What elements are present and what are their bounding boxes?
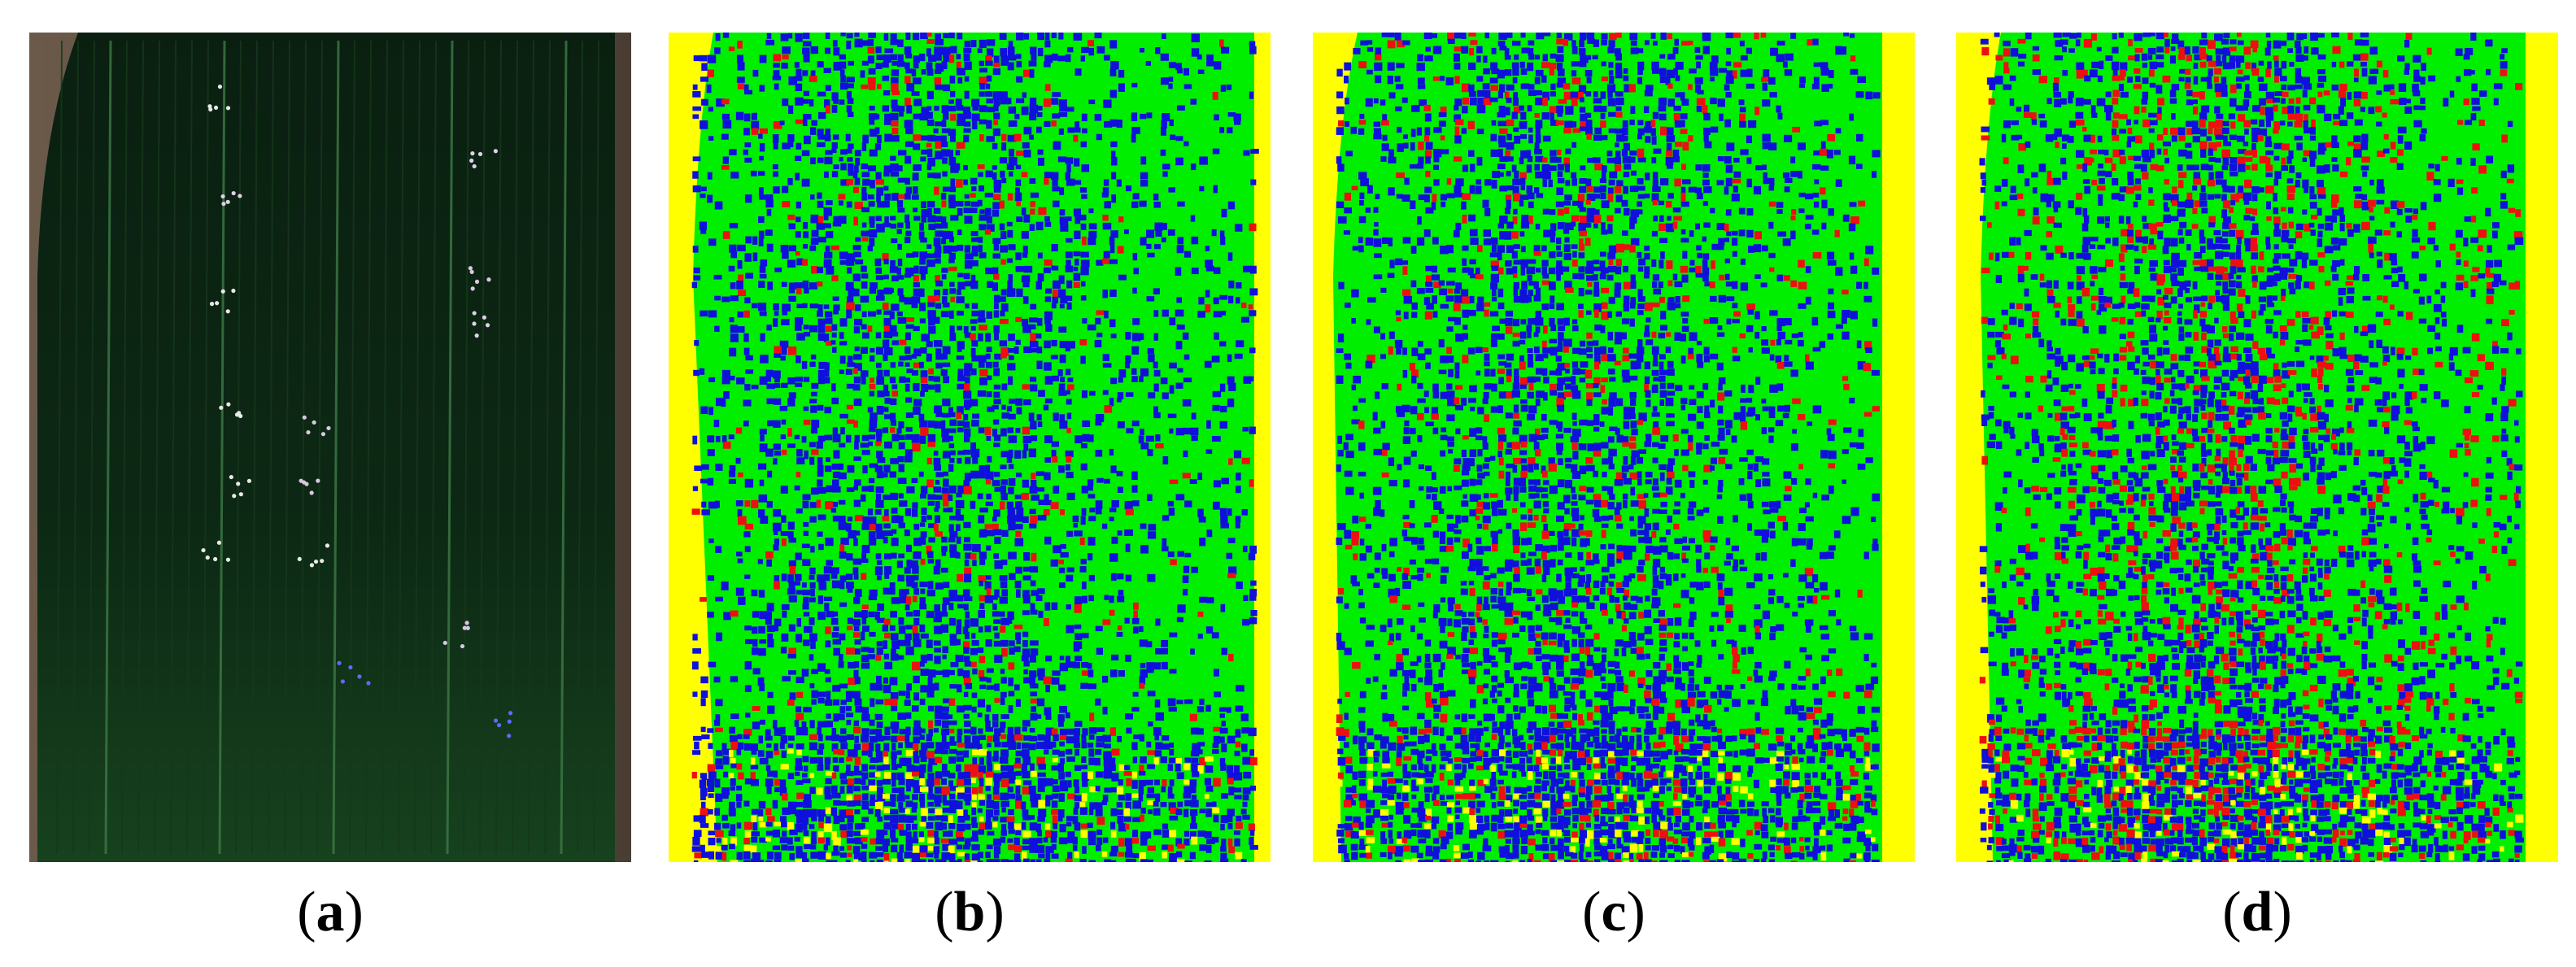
caption-c: (c)	[1313, 880, 1915, 945]
class-pixels-c	[1336, 33, 1881, 862]
caption-a: (a)	[29, 880, 631, 945]
caption-letter-d: d	[2241, 881, 2273, 943]
caption-open-paren: (	[935, 881, 954, 943]
caption-letter-a: a	[316, 881, 345, 943]
caption-open-paren: (	[2222, 881, 2242, 943]
class-pixels-d	[1979, 33, 2524, 862]
caption-b: (b)	[669, 880, 1271, 945]
caption-d: (d)	[1956, 880, 2558, 945]
caption-letter-c: c	[1601, 881, 1627, 943]
classification-map-c-svg	[1313, 33, 1915, 862]
caption-letter-b: b	[953, 881, 986, 943]
caption-open-paren: (	[1582, 881, 1602, 943]
caption-close-paren: )	[985, 881, 1005, 943]
caption-close-paren: )	[2273, 881, 2292, 943]
panel-c-classification-map	[1313, 33, 1915, 862]
classification-map-d-svg	[1956, 33, 2558, 862]
panel-a-aerial-image	[29, 33, 631, 862]
caption-open-paren: (	[297, 881, 316, 943]
panel-b-classification-map	[669, 33, 1271, 862]
crop-rows	[56, 40, 599, 855]
classification-map-b-svg	[669, 33, 1271, 862]
class-pixels-b	[691, 33, 1259, 862]
aerial-photo-svg	[29, 33, 631, 862]
caption-close-paren: )	[1626, 881, 1645, 943]
panel-d-classification-map	[1956, 33, 2558, 862]
sample-markers	[201, 84, 513, 738]
caption-close-paren: )	[344, 881, 364, 943]
